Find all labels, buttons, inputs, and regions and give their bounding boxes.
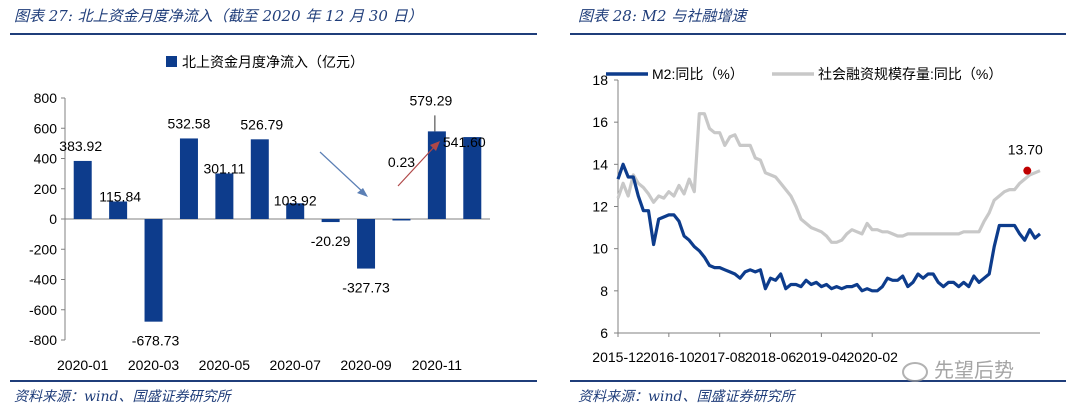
left-figure-source: 资料来源：wind、国盛证券研究所	[14, 389, 231, 405]
bar-data-label: 383.92	[59, 138, 102, 154]
bar-x-tick-label: 2020-01	[57, 357, 109, 373]
bar	[392, 218, 411, 221]
line-y-tick-label: 12	[592, 199, 608, 215]
bar-data-label: 115.84	[99, 188, 141, 204]
bar	[179, 138, 198, 219]
bar-legend: 北上资金月度净流入（亿元）	[166, 54, 364, 70]
bar-y-tick-label: -200	[29, 241, 57, 257]
trend-arrows	[319, 141, 440, 197]
bar-y-tick-label: -400	[29, 272, 57, 288]
bar-y-tick-label: 200	[34, 181, 58, 197]
right-figure-title: 图表 28: M2 与社融增速	[578, 7, 747, 25]
tsf-legend-label: 社会融资规模存量:同比（%）	[818, 66, 1002, 82]
down-trend-arrowhead	[357, 188, 368, 197]
tsf-series-line	[616, 112, 1041, 244]
bar-x-tick-label: 2020-07	[270, 357, 322, 373]
line-y-tick-label: 18	[592, 72, 608, 88]
left-source-rule	[10, 380, 537, 382]
line-y-tick-label: 10	[592, 241, 608, 257]
bar	[144, 219, 163, 322]
bar-data-label: 526.79	[240, 116, 283, 132]
bar-x-tick-label: 2020-11	[412, 357, 463, 373]
bar-x-tick-label: 2020-05	[199, 357, 251, 373]
line-y-tick-label: 8	[600, 283, 608, 299]
left-title-rule	[10, 33, 537, 35]
bar	[286, 203, 305, 219]
line-x-tick-label: 2015-12	[592, 349, 644, 365]
line-x-tick-label: 2020-02	[847, 349, 899, 365]
bar	[250, 139, 269, 219]
bar-data-label: -20.29	[311, 233, 351, 249]
bar-y-tick-label: -600	[29, 302, 57, 318]
bar-data-label: 103.92	[274, 192, 317, 208]
bar	[109, 201, 128, 219]
bar-y-tick-label: 0	[49, 211, 57, 227]
bar	[357, 219, 376, 269]
bar	[215, 173, 234, 219]
bar-data-label: -327.73	[342, 280, 390, 296]
tsf-annotation-dot	[1023, 166, 1032, 175]
left-figure-title: 图表 27: 北上资金月度净流入（截至 2020 年 12 月 30 日）	[14, 7, 423, 25]
bar	[321, 219, 340, 223]
down-trend-arrow	[319, 151, 365, 194]
up-trend-arrowhead	[430, 141, 440, 151]
line-y-tick-label: 16	[592, 114, 608, 130]
bar-data-label: 301.11	[203, 160, 245, 176]
bar-data-label: 0.23	[388, 154, 415, 170]
bar-x-tick-label: 2020-03	[128, 357, 180, 373]
line-y-tick-label: 6	[600, 325, 608, 341]
m2-series-line	[616, 162, 1042, 293]
wechat-icon	[902, 361, 928, 382]
line-axes: 6 8 10 12 14 16 18 2015-12 2016-10 2017-08 2018-06…	[592, 72, 1040, 365]
line-y-tick-label: 14	[592, 156, 608, 172]
bar-legend-swatch	[166, 56, 177, 67]
bar	[463, 137, 482, 219]
bar-y-tick-label: -800	[29, 332, 57, 348]
right-source-rule	[570, 380, 1066, 382]
bar-y-tick-label: 600	[34, 120, 58, 136]
line-legend: M2:同比（%） 社会融资规模存量:同比（%）	[606, 66, 1002, 82]
bar-x-tick-label: 2020-09	[340, 357, 392, 373]
bar	[427, 131, 446, 219]
bar-data-label: 532.58	[168, 115, 211, 131]
right-figure-source: 资料来源：wind、国盛证券研究所	[578, 389, 795, 405]
line-x-tick-label: 2019-04	[796, 349, 848, 365]
bar-y-tick-label: 800	[34, 90, 58, 106]
line-marks: 13.70	[616, 112, 1043, 293]
bar-data-label: 579.29	[409, 92, 452, 108]
line-chart: M2:同比（%） 社会融资规模存量:同比（%） 6 8 10 12 14 16 18 2015…	[592, 66, 1043, 365]
tsf-annotation-label: 13.70	[1008, 142, 1043, 158]
right-title-rule	[570, 33, 1066, 35]
bar	[73, 160, 92, 219]
watermark-text: 先望后势	[934, 358, 1014, 382]
m2-legend-label: M2:同比（%）	[652, 66, 744, 82]
bar-chart: 北上资金月度净流入（亿元） 800 600 400 200 0 -200 -400 -600 -…	[29, 54, 490, 373]
bar-data-label: -678.73	[132, 333, 180, 349]
line-x-tick-label: 2018-06	[745, 349, 797, 365]
bar-legend-label: 北上资金月度净流入（亿元）	[182, 54, 364, 70]
bar-marks: 383.92 115.84 -678.73 532.58 301.11 526.79 103…	[59, 92, 486, 348]
line-x-tick-label: 2016-10	[643, 349, 695, 365]
watermark: 先望后势	[902, 354, 1014, 383]
line-x-tick-label: 2017-08	[694, 349, 746, 365]
up-trend-arrow	[397, 145, 436, 187]
bar-data-label: 541.60	[443, 134, 486, 150]
bar-y-tick-label: 400	[34, 151, 58, 167]
